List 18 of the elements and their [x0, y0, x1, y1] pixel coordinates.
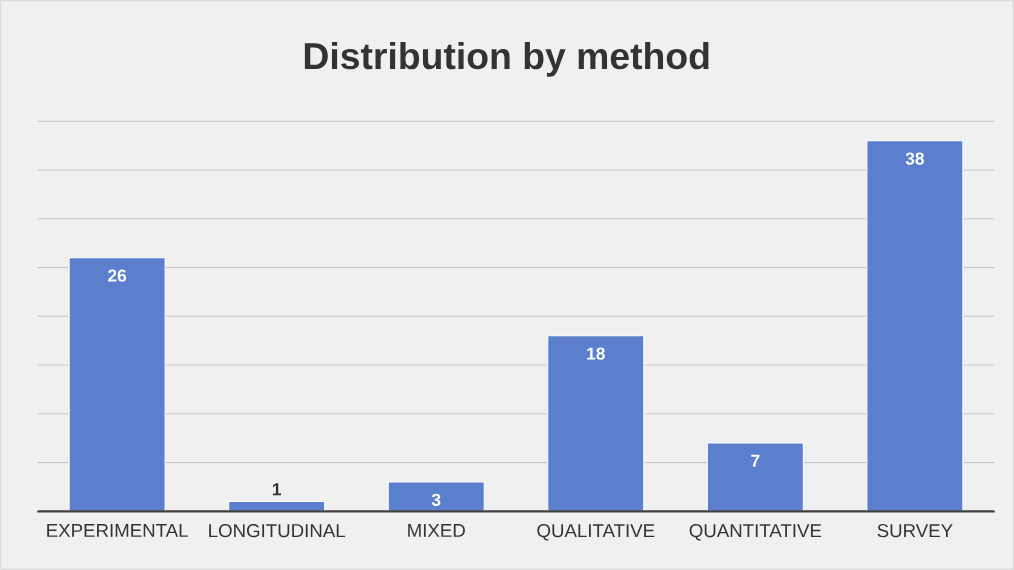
data-label: 26	[108, 269, 127, 282]
data-label: 18	[587, 347, 605, 360]
chart-title: Distribution by method	[304, 41, 709, 77]
data-label: 3	[431, 493, 441, 506]
bar	[706, 442, 804, 512]
x-tick-label: EXPERIMENTAL	[47, 524, 188, 537]
bar	[68, 257, 166, 512]
x-tick-label: LONGITUDINAL	[209, 524, 346, 538]
bar	[866, 140, 964, 512]
x-tick-label: MIXED	[408, 524, 465, 537]
data-label: 7	[751, 454, 760, 467]
data-label: 1	[272, 483, 282, 496]
bar	[387, 481, 485, 512]
x-tick-label: QUANTITATIVE	[689, 524, 822, 541]
x-tick-label: QUALITATIVE	[537, 524, 655, 541]
x-tick-label: SURVEY	[877, 524, 953, 538]
bar	[547, 335, 645, 512]
data-label: 38	[905, 152, 924, 165]
